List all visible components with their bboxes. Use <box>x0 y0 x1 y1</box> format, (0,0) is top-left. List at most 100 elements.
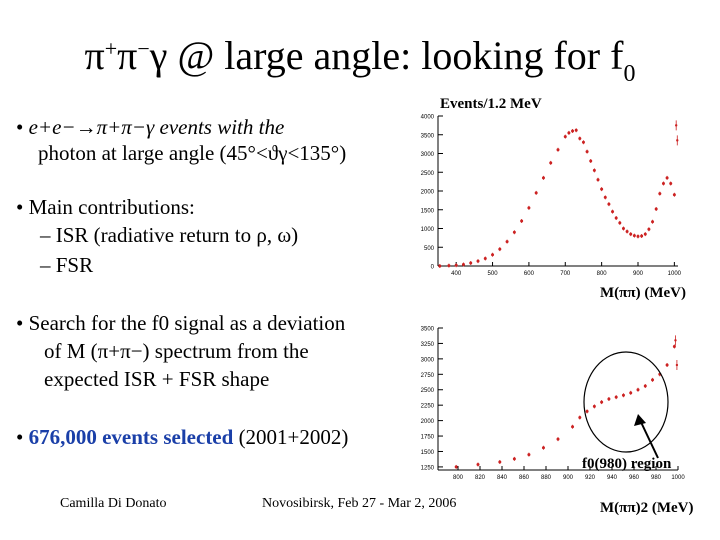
x-tick-label: 920 <box>585 475 596 481</box>
data-point <box>454 465 458 469</box>
y-tick-label: 3000 <box>421 357 435 363</box>
bullet-search-line2: of M (π+π−) spectrum from the <box>44 339 309 363</box>
x-tick-label: 820 <box>475 475 486 481</box>
data-point <box>614 395 618 399</box>
data-point <box>527 453 531 457</box>
data-point <box>585 150 589 154</box>
y-tick-label: 2000 <box>421 190 435 196</box>
data-point <box>541 176 545 180</box>
slide-title: π+π−γ @ large angle: looking for f0 <box>84 33 636 87</box>
data-point <box>654 207 658 211</box>
data-point <box>520 219 524 223</box>
data-point <box>625 230 629 233</box>
y-tick-label: 1500 <box>421 208 435 214</box>
data-point <box>603 195 607 199</box>
data-point <box>578 416 582 420</box>
data-point <box>469 261 473 265</box>
footer-venue: Novosibirsk, Feb 27 - Mar 2, 2006 <box>262 496 457 511</box>
data-point <box>574 128 578 132</box>
x-tick-label: 800 <box>597 271 608 277</box>
data-point <box>512 230 516 234</box>
data-point <box>534 191 538 195</box>
data-point <box>607 397 611 401</box>
data-point <box>596 178 600 182</box>
y-tick-label: 4000 <box>421 115 435 121</box>
y-tick-label: 500 <box>424 246 435 252</box>
data-point <box>632 234 636 238</box>
x-tick-label: 940 <box>607 475 618 481</box>
top-plot-ylabel: Events/1.2 MeV <box>440 96 542 112</box>
data-point <box>643 232 647 236</box>
x-tick-label: 980 <box>651 475 662 481</box>
data-point <box>567 131 571 135</box>
data-point <box>447 264 451 268</box>
outlier-point <box>674 124 678 127</box>
data-point <box>647 227 651 231</box>
data-point <box>629 232 633 236</box>
x-tick-label: 900 <box>633 271 644 277</box>
data-point <box>581 140 585 144</box>
data-point <box>621 227 625 230</box>
data-point <box>512 457 516 461</box>
data-point <box>461 263 465 266</box>
data-point <box>541 446 545 450</box>
data-point <box>658 192 662 196</box>
x-tick-label: 860 <box>519 475 530 481</box>
sub-bullet-isr: – ISR (radiative return to ρ, ω) <box>40 223 299 247</box>
data-point <box>672 345 676 349</box>
y-tick-label: 2500 <box>421 388 435 394</box>
y-tick-label: 2750 <box>421 373 435 379</box>
data-point <box>476 259 480 263</box>
f0-arrow <box>634 414 659 459</box>
data-point <box>672 193 676 197</box>
data-point <box>578 137 582 140</box>
data-point <box>651 378 655 382</box>
data-point <box>571 425 575 429</box>
data-point <box>589 159 593 163</box>
data-point <box>611 210 615 214</box>
y-tick-label: 3250 <box>421 342 435 348</box>
data-point <box>498 460 502 464</box>
y-tick-label: 1250 <box>421 465 435 471</box>
y-tick-label: 2250 <box>421 404 435 410</box>
y-tick-label: 1500 <box>421 450 435 456</box>
footer-author: Camilla Di Donato <box>60 496 167 511</box>
y-tick-label: 3500 <box>421 327 435 333</box>
bullet-events-line2: photon at large angle (45°<ϑγ<135°) <box>38 141 347 165</box>
data-point <box>661 182 665 185</box>
x-tick-label: 400 <box>451 271 462 277</box>
data-point <box>483 257 487 260</box>
x-tick-label: 1000 <box>668 271 682 277</box>
x-tick-label: 800 <box>453 475 464 481</box>
f0-region-label: f0(980) region <box>582 456 672 472</box>
data-point <box>498 247 502 251</box>
bullet-selected: • 676,000 events selected (2001+2002) <box>16 425 349 449</box>
top-mass-spectrum-plot: 0 500 1000 1500 2000 2500 3000 3500 4000 400 500 60… <box>421 115 682 278</box>
y-tick-label: 0 <box>431 265 435 271</box>
data-point <box>563 135 567 139</box>
data-point <box>665 176 669 180</box>
x-tick-label: 1000 <box>671 475 685 481</box>
data-point <box>527 206 531 210</box>
y-tick-label: 1000 <box>421 227 435 233</box>
data-point <box>592 404 596 408</box>
data-point <box>640 234 644 238</box>
data-point <box>571 129 575 133</box>
x-tick-label: 960 <box>629 475 640 481</box>
data-point <box>585 409 589 413</box>
y-tick-label: 2500 <box>421 171 435 177</box>
years: (2001+2002) <box>238 425 349 449</box>
data-point <box>476 462 480 466</box>
x-tick-label: 700 <box>560 271 571 277</box>
x-tick-label: 500 <box>488 271 499 277</box>
top-plot-xlabel: M(ππ) (MeV) <box>600 285 686 301</box>
sub-bullet-fsr: – FSR <box>40 253 94 277</box>
bullet-search-line3: expected ISR + FSR shape <box>44 367 270 391</box>
data-point <box>454 263 458 267</box>
data-point <box>505 240 509 244</box>
y-tick-label: 3000 <box>421 152 435 158</box>
data-point <box>549 161 553 165</box>
data-point <box>636 234 640 238</box>
y-tick-label: 2000 <box>421 419 435 425</box>
bottom-plot-xlabel: M(ππ)2 (MeV) <box>600 500 694 516</box>
